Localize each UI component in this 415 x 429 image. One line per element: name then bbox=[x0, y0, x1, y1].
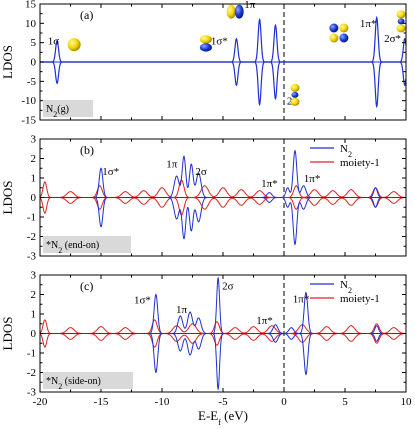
y-tick-label: -5 bbox=[27, 76, 37, 88]
series-moiety-1-down bbox=[40, 333, 406, 348]
legend-entry: N2 bbox=[340, 279, 352, 295]
peak-annotation: 1π* bbox=[293, 293, 310, 305]
series-moiety-1-up bbox=[40, 319, 406, 334]
series-group bbox=[40, 15, 406, 109]
y-tick-label: 0 bbox=[31, 192, 37, 204]
peak-annotation: 1σ* bbox=[102, 166, 119, 178]
y-tick-label: 3 bbox=[31, 134, 37, 146]
label-box bbox=[43, 372, 133, 389]
y-tick-label: -2 bbox=[27, 231, 36, 243]
series-ldos-down bbox=[40, 61, 406, 109]
y-axis-label: LDOS bbox=[0, 317, 15, 351]
y-tick-label: 2 bbox=[31, 153, 37, 165]
1π-orbital-icon bbox=[226, 4, 244, 19]
series-moiety-1-up bbox=[40, 179, 406, 198]
1σ-orbital-icon bbox=[67, 38, 81, 52]
y-tick-label: 15 bbox=[25, 0, 37, 11]
2σ-orbital-icon bbox=[290, 83, 300, 106]
x-tick-label: 5 bbox=[342, 396, 348, 408]
x-tick-label: -10 bbox=[155, 396, 170, 408]
peak-annotation: 1σ bbox=[48, 36, 60, 48]
peak-annotation: 1σ* bbox=[134, 294, 151, 306]
1π*-orbital-icon bbox=[329, 23, 349, 43]
peak-annotation: 1π* bbox=[360, 18, 377, 30]
x-tick-label: -20 bbox=[33, 396, 48, 408]
peak-annotation: 1π* bbox=[304, 173, 321, 185]
panel-tag: (a) bbox=[80, 8, 93, 22]
peak-annotation: 1π bbox=[176, 304, 188, 316]
label-box bbox=[43, 236, 131, 253]
x-axis-label: E-Ef (eV) bbox=[198, 408, 248, 427]
y-tick-label: -1 bbox=[27, 348, 36, 360]
series-group bbox=[40, 149, 406, 246]
peak-annotation: 1π bbox=[166, 158, 178, 170]
x-tick-label: 10 bbox=[401, 396, 413, 408]
label-box-text: *N2 (side-on) bbox=[46, 376, 101, 391]
series-N₂-down bbox=[40, 333, 406, 391]
y-tick-label: -10 bbox=[21, 95, 36, 107]
panel-tag: (b) bbox=[80, 143, 94, 157]
label-box-text: *N2 (end-on) bbox=[46, 240, 99, 255]
peak-annotation: 2σ bbox=[222, 281, 234, 293]
panel-tag: (c) bbox=[80, 279, 93, 293]
peak-annotation: 1σ* bbox=[211, 36, 228, 48]
panel-1: -15-10-5051015LDOS(a)N2(g)1σ1σ*1π2σ1π*2σ… bbox=[0, 0, 407, 127]
y-tick-label: 0 bbox=[31, 57, 37, 69]
y-tick-label: 0 bbox=[31, 328, 37, 340]
legend-entry: moiety-1 bbox=[340, 293, 380, 305]
series-N₂-down bbox=[40, 197, 406, 246]
y-tick-label: 3 bbox=[31, 270, 37, 282]
y-tick-label: 2 bbox=[31, 289, 37, 301]
peak-annotation: 2σ* bbox=[384, 33, 401, 45]
peak-annotation: 2σ bbox=[195, 166, 207, 178]
y-tick-label: -15 bbox=[21, 115, 36, 127]
x-tick-label: -5 bbox=[218, 396, 228, 408]
y-tick-label: 10 bbox=[25, 18, 37, 30]
legend-entry: N2 bbox=[340, 143, 352, 159]
label-box-text: N2(g) bbox=[46, 104, 69, 119]
peak-annotation: 1π* bbox=[256, 315, 273, 327]
y-tick-label: -3 bbox=[27, 251, 37, 263]
y-axis-label: LDOS bbox=[0, 45, 15, 79]
y-tick-label: -3 bbox=[27, 387, 37, 399]
peak-annotation: 1π* bbox=[261, 178, 278, 190]
y-tick-label: 5 bbox=[31, 37, 37, 49]
x-tick-label: -15 bbox=[94, 396, 109, 408]
2σ*-orbital-icon bbox=[396, 10, 406, 33]
series-group bbox=[40, 276, 406, 391]
y-tick-label: 1 bbox=[31, 173, 37, 185]
legend-entry: moiety-1 bbox=[340, 157, 380, 169]
y-tick-label: 1 bbox=[31, 309, 37, 321]
y-tick-label: -1 bbox=[27, 212, 36, 224]
label-box bbox=[43, 100, 93, 117]
x-tick-label: 0 bbox=[281, 396, 287, 408]
series-moiety-1-down bbox=[40, 197, 406, 216]
peak-annotation: 1π bbox=[244, 0, 256, 11]
y-tick-label: -2 bbox=[27, 367, 36, 379]
y-axis-label: LDOS bbox=[0, 181, 15, 215]
1σ*-orbital-icon bbox=[199, 35, 212, 52]
